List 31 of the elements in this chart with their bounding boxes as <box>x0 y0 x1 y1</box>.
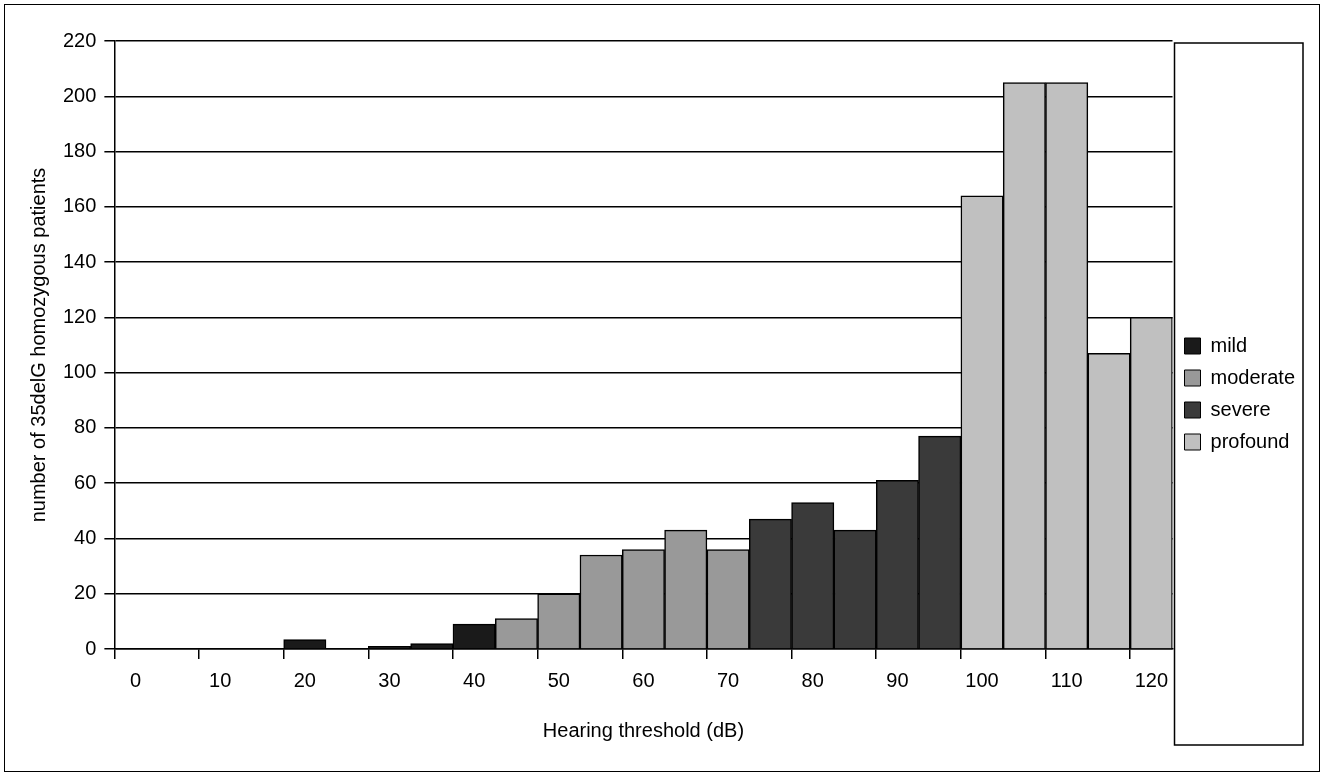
x-tick-label: 0 <box>129 668 142 691</box>
x-tick-label: 50 <box>547 668 570 691</box>
x-tick-label: 110 <box>1050 668 1083 691</box>
x-tick-label: 120 <box>1134 668 1169 691</box>
x-tick-label: 40 <box>463 668 486 691</box>
y-tick-label: 160 <box>62 194 97 217</box>
x-tick-label: 90 <box>886 668 909 691</box>
y-tick-label: 140 <box>62 249 97 272</box>
legend-label: mild <box>1210 333 1248 356</box>
y-tick-label: 100 <box>62 360 97 383</box>
x-tick-label: 100 <box>965 668 999 691</box>
x-axis-title: Hearing threshold (dB) <box>542 718 745 741</box>
y-tick-label: 80 <box>74 415 97 438</box>
legend-label: severe <box>1210 397 1271 420</box>
x-tick-label: 60 <box>632 668 655 691</box>
y-tick-label: 20 <box>74 581 97 604</box>
y-tick-label: 0 <box>85 636 97 659</box>
y-tick-label: 120 <box>62 304 97 327</box>
y-tick-label: 180 <box>62 139 97 162</box>
x-tick-label: 70 <box>716 668 740 691</box>
legend-label: profound <box>1210 429 1290 452</box>
legend-label: moderate <box>1210 365 1296 388</box>
y-axis-title: number of 35delG homozygous patients <box>26 167 49 523</box>
y-tick-label: 220 <box>62 28 97 51</box>
x-tick-label: 80 <box>801 668 824 691</box>
y-tick-label: 200 <box>62 83 97 106</box>
y-tick-label: 60 <box>74 470 97 493</box>
x-tick-label: 10 <box>209 668 232 691</box>
y-tick-label: 40 <box>74 525 97 548</box>
x-tick-label: 20 <box>293 668 316 691</box>
x-tick-label: 30 <box>378 668 401 691</box>
